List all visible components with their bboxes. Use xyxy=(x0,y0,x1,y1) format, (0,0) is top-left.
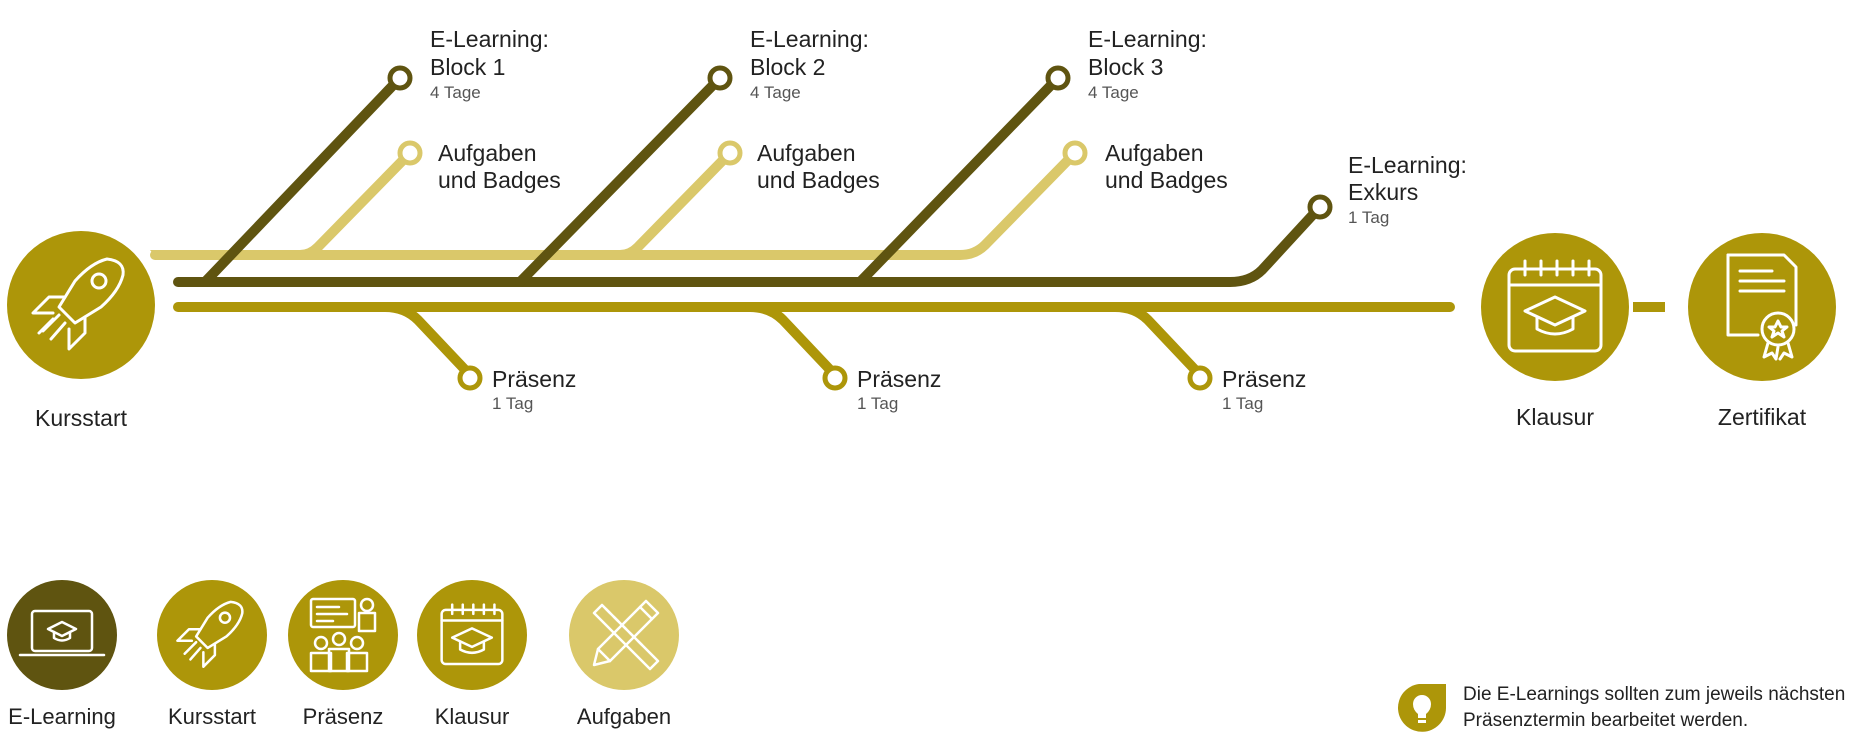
label-block-2-subtitle: Block 2 xyxy=(750,54,825,80)
legend-item-elearning: E-Learning xyxy=(7,580,117,729)
label-block-1-title: E-Learning: xyxy=(430,26,549,52)
station-praesenz-2 xyxy=(822,365,848,391)
label-praesenz-1: Präsenz 1 Tag xyxy=(492,366,576,413)
presentation-icon xyxy=(309,597,377,673)
legend-kursstart-circle xyxy=(157,580,267,690)
kursstart-circle xyxy=(7,231,155,379)
legend-klausur-circle xyxy=(417,580,527,690)
hint: Die E-Learnings sollten zum jeweils näch… xyxy=(1398,684,1845,732)
label-aufgaben-1-line2: und Badges xyxy=(438,167,561,193)
label-praesenz-2-title: Präsenz xyxy=(857,366,941,392)
zertifikat-node: Zertifikat xyxy=(1688,233,1836,430)
label-aufgaben-3-line2: und Badges xyxy=(1105,167,1228,193)
station-block-1 xyxy=(387,65,413,91)
calendar-graduation-icon xyxy=(1507,259,1603,353)
label-block-2: E-Learning: Block 2 4 Tage xyxy=(750,26,869,102)
legend-kursstart-label: Kursstart xyxy=(168,704,256,729)
station-aufgaben-2 xyxy=(717,140,743,166)
legend-item-aufgaben: Aufgaben xyxy=(569,580,679,729)
label-praesenz-3-duration: 1 Tag xyxy=(1222,394,1263,413)
legend-klausur-label: Klausur xyxy=(435,704,510,729)
station-praesenz-3 xyxy=(1187,365,1213,391)
label-block-1-subtitle: Block 1 xyxy=(430,54,505,80)
label-aufgaben-3: Aufgaben und Badges xyxy=(1105,140,1228,193)
label-praesenz-1-duration: 1 Tag xyxy=(492,394,533,413)
station-exkurs xyxy=(1307,194,1333,220)
label-aufgaben-2: Aufgaben und Badges xyxy=(757,140,880,193)
certificate-icon xyxy=(1726,253,1798,361)
label-block-2-title: E-Learning: xyxy=(750,26,869,52)
hint-line-1: Die E-Learnings sollten zum jeweils näch… xyxy=(1463,684,1845,705)
station-aufgaben-3 xyxy=(1062,140,1088,166)
praesenz-branch-2-path xyxy=(745,302,840,380)
elearning-line xyxy=(173,73,1325,287)
praesenz-branch-3-path xyxy=(1110,302,1205,380)
label-praesenz-2-duration: 1 Tag xyxy=(857,394,898,413)
stations xyxy=(387,65,1333,391)
legend-item-praesenz: Präsenz xyxy=(288,580,398,729)
label-block-1-duration: 4 Tage xyxy=(430,83,481,102)
label-aufgaben-1-line1: Aufgaben xyxy=(438,140,536,166)
label-block-3-title: E-Learning: xyxy=(1088,26,1207,52)
zertifikat-label: Zertifikat xyxy=(1718,404,1807,430)
kursstart-label: Kursstart xyxy=(35,405,128,431)
label-praesenz-3: Präsenz 1 Tag xyxy=(1222,366,1306,413)
label-block-3: E-Learning: Block 3 4 Tage xyxy=(1088,26,1207,102)
label-block-3-subtitle: Block 3 xyxy=(1088,54,1163,80)
label-aufgaben-1: Aufgaben und Badges xyxy=(438,140,561,193)
label-aufgaben-2-line2: und Badges xyxy=(757,167,880,193)
station-block-2 xyxy=(707,65,733,91)
label-praesenz-3-title: Präsenz xyxy=(1222,366,1306,392)
pencil-ruler-icon xyxy=(592,599,660,671)
lightbulb-icon xyxy=(1413,695,1431,723)
aufgaben-branch-3-path xyxy=(615,148,1080,260)
legend-aufgaben-circle xyxy=(569,580,679,690)
station-praesenz-1 xyxy=(457,365,483,391)
legend-elearning-label: E-Learning xyxy=(8,704,116,729)
klausur-circle xyxy=(1481,233,1629,381)
station-aufgaben-1 xyxy=(397,140,423,166)
klausur-node: Klausur xyxy=(1481,233,1629,430)
label-aufgaben-2-line1: Aufgaben xyxy=(757,140,855,166)
label-block-1: E-Learning: Block 1 4 Tage xyxy=(430,26,549,102)
legend-aufgaben-label: Aufgaben xyxy=(577,704,671,729)
legend-item-klausur: Klausur xyxy=(417,580,527,729)
label-exkurs-title: E-Learning: xyxy=(1348,152,1467,178)
zertifikat-circle xyxy=(1688,233,1836,381)
station-block-3 xyxy=(1045,65,1071,91)
kursstart-node: Kursstart xyxy=(7,231,155,431)
label-exkurs: E-Learning: Exkurs 1 Tag xyxy=(1348,152,1467,227)
rocket-icon xyxy=(176,600,244,668)
label-praesenz-2: Präsenz 1 Tag xyxy=(857,366,941,413)
elearning-branch-1-path xyxy=(200,73,405,287)
praesenz-branch-1-path xyxy=(380,302,475,380)
label-aufgaben-3-line1: Aufgaben xyxy=(1105,140,1203,166)
elearning-main-path xyxy=(173,202,1325,287)
legend-praesenz-label: Präsenz xyxy=(303,704,384,729)
elearning-branch-3-path xyxy=(855,73,1063,287)
label-block-2-duration: 4 Tage xyxy=(750,83,801,102)
hint-line-2: Präsenztermin bearbeitet werden. xyxy=(1463,710,1748,731)
label-praesenz-1-title: Präsenz xyxy=(492,366,576,392)
aufgaben-line xyxy=(150,148,1080,260)
laptop-graduation-icon xyxy=(18,609,106,657)
calendar-graduation-icon xyxy=(440,603,504,666)
klausur-label: Klausur xyxy=(1516,404,1594,430)
legend: E-Learning Kursstart xyxy=(7,580,679,729)
rocket-icon xyxy=(31,257,125,351)
elearning-branch-2-path xyxy=(515,73,725,287)
label-exkurs-duration: 1 Tag xyxy=(1348,208,1389,227)
main-line xyxy=(173,302,1665,380)
label-block-3-duration: 4 Tage xyxy=(1088,83,1139,102)
aufgaben-line-start xyxy=(150,250,160,260)
legend-item-kursstart: Kursstart xyxy=(157,580,267,729)
label-exkurs-subtitle: Exkurs xyxy=(1348,179,1418,205)
